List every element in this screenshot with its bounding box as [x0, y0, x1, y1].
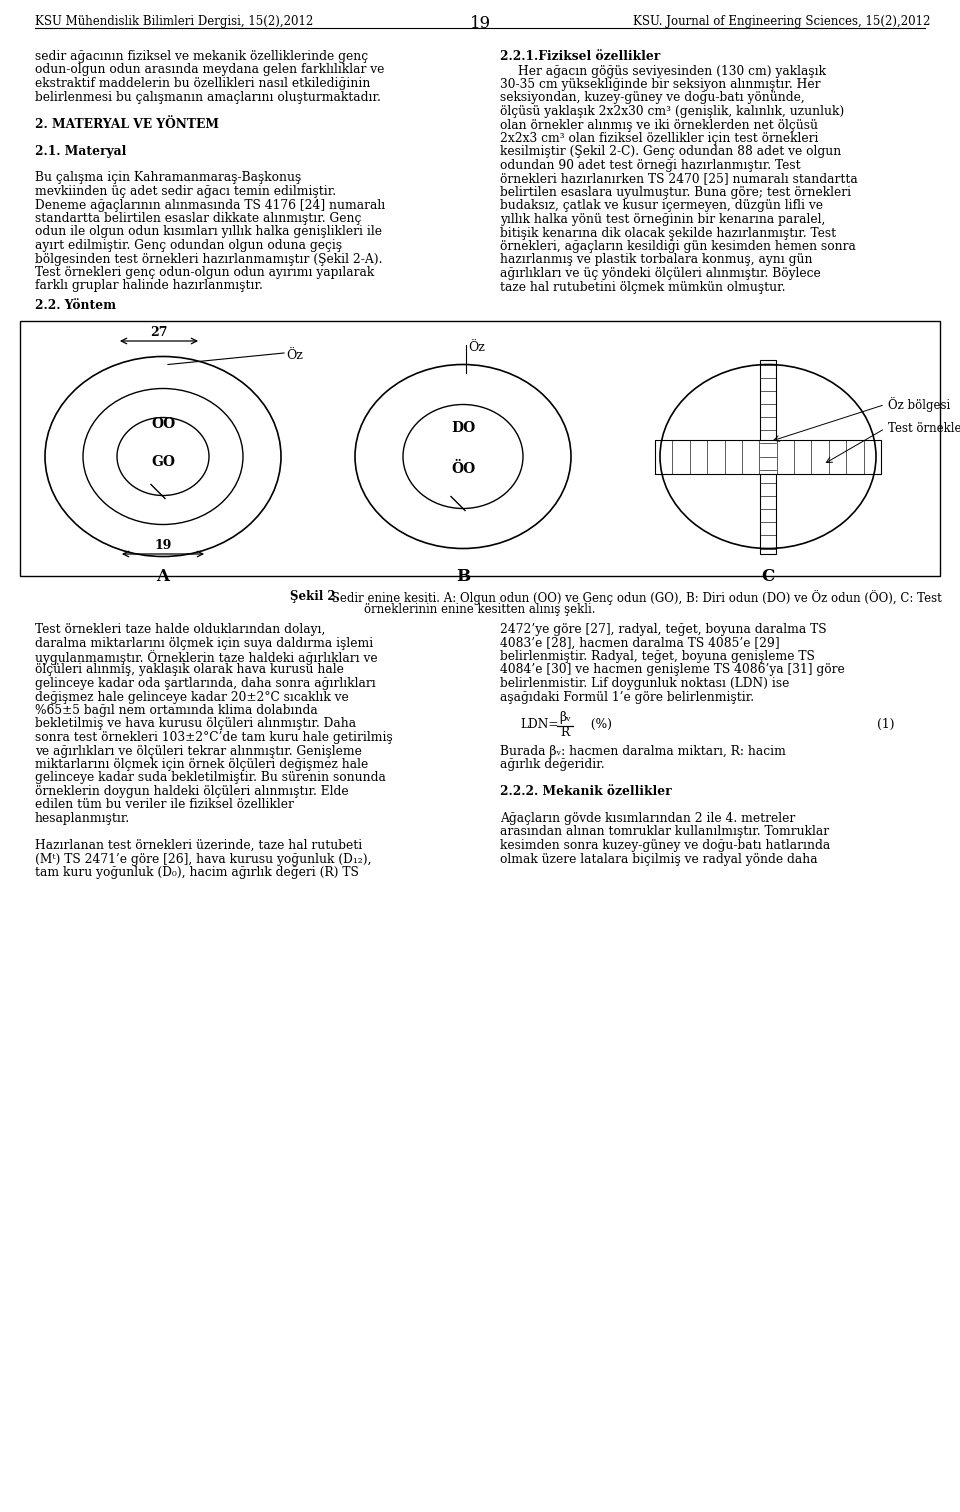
Text: edilen tüm bu veriler ile fiziksel özellikler: edilen tüm bu veriler ile fiziksel özell… — [35, 798, 294, 812]
Text: GO: GO — [151, 455, 175, 469]
Text: Sedir enine kesiti. A: Olgun odun (OO) ve Genç odun (GO), B: Diri odun (DO) ve Ö: Sedir enine kesiti. A: Olgun odun (OO) v… — [328, 590, 942, 605]
Text: 2.2.2. Mekanik özellikler: 2.2.2. Mekanik özellikler — [500, 785, 672, 798]
Text: Ağaçların gövde kısımlarından 2 ile 4. metreler: Ağaçların gövde kısımlarından 2 ile 4. m… — [500, 812, 795, 826]
Text: daralma miktarlarını ölçmek için suya daldırma işlemi: daralma miktarlarını ölçmek için suya da… — [35, 637, 373, 650]
Text: ölçüsü yaklaşık 2x2x30 cm³ (genişlik, kalınlık, uzunluk): ölçüsü yaklaşık 2x2x30 cm³ (genişlik, ka… — [500, 104, 844, 118]
Text: örnekleri, ağaçların kesildiği gün kesimden hemen sonra: örnekleri, ağaçların kesildiği gün kesim… — [500, 240, 856, 253]
Text: 2x2x3 cm³ olan fiziksel özellikler için test örnekleri: 2x2x3 cm³ olan fiziksel özellikler için … — [500, 132, 819, 145]
Text: farklı gruplar halinde hazırlanmıştır.: farklı gruplar halinde hazırlanmıştır. — [35, 280, 263, 292]
Text: bölgesinden test örnekleri hazırlanmamıştır (Şekil 2-A).: bölgesinden test örnekleri hazırlanmamış… — [35, 253, 382, 266]
Text: örneklerin doygun haldeki ölçüleri alınmıştır. Elde: örneklerin doygun haldeki ölçüleri alınm… — [35, 785, 348, 798]
Text: 27: 27 — [151, 327, 168, 339]
Bar — [760, 360, 776, 553]
Text: 4083’e [28], hacmen daralma TS 4085’e [29]: 4083’e [28], hacmen daralma TS 4085’e [2… — [500, 637, 780, 650]
Text: kesilmiştir (Şekil 2-C). Genç odundan 88 adet ve olgun: kesilmiştir (Şekil 2-C). Genç odundan 88… — [500, 145, 841, 159]
Text: Burada βᵥ: hacmen daralma miktarı, R: hacim: Burada βᵥ: hacmen daralma miktarı, R: ha… — [500, 744, 786, 758]
Text: mevkiinden üç adet sedir ağacı temin edilmiştir.: mevkiinden üç adet sedir ağacı temin edi… — [35, 184, 336, 198]
Text: gelinceye kadar suda bekletilmiştir. Bu sürenin sonunda: gelinceye kadar suda bekletilmiştir. Bu … — [35, 771, 386, 785]
Text: B: B — [456, 569, 470, 585]
Text: aşağıdaki Formül 1’e göre belirlenmiştir.: aşağıdaki Formül 1’e göre belirlenmiştir… — [500, 691, 755, 703]
Text: odundan 90 adet test örneği hazırlanmıştır. Test: odundan 90 adet test örneği hazırlanmışt… — [500, 159, 801, 172]
Text: ÖO: ÖO — [451, 461, 475, 476]
Text: bitişik kenarına dik olacak şekilde hazırlanmıştır. Test: bitişik kenarına dik olacak şekilde hazı… — [500, 227, 836, 239]
Text: LDN=: LDN= — [520, 718, 559, 730]
Text: %65±5 bağıl nem ortamında klima dolabında: %65±5 bağıl nem ortamında klima dolabınd… — [35, 705, 318, 717]
Text: 19: 19 — [155, 538, 172, 552]
Text: 4084’e [30] ve hacmen genişleme TS 4086’ya [31] göre: 4084’e [30] ve hacmen genişleme TS 4086’… — [500, 664, 845, 676]
Text: olan örnekler alınmış ve iki örneklerden net ölçüsü: olan örnekler alınmış ve iki örneklerden… — [500, 118, 818, 132]
Text: DO: DO — [451, 422, 475, 435]
Text: A: A — [156, 569, 170, 585]
Text: standartta belirtilen esaslar dikkate alınmıştır. Genç: standartta belirtilen esaslar dikkate al… — [35, 212, 361, 225]
Text: Öz: Öz — [468, 342, 485, 354]
Text: OO: OO — [151, 417, 175, 431]
Text: kesimden sonra kuzey-güney ve doğu-batı hatlarında: kesimden sonra kuzey-güney ve doğu-batı … — [500, 839, 830, 851]
Text: ölçüleri alınmış, yaklaşık olarak hava kurusu hale: ölçüleri alınmış, yaklaşık olarak hava k… — [35, 664, 344, 676]
Text: 2.2. Yöntem: 2.2. Yöntem — [35, 299, 116, 311]
Text: tam kuru yoğunluk (D₀), hacim ağırlık değeri (R) TS: tam kuru yoğunluk (D₀), hacim ağırlık de… — [35, 866, 359, 878]
Text: Öz bölgesi: Öz bölgesi — [888, 398, 950, 411]
Text: KSU. Journal of Engineering Sciences, 15(2),2012: KSU. Journal of Engineering Sciences, 15… — [633, 15, 930, 29]
Text: belirtilen esaslara uyulmuştur. Buna göre; test örnekleri: belirtilen esaslara uyulmuştur. Buna gör… — [500, 186, 852, 200]
Text: seksiyondan, kuzey-güney ve doğu-batı yönünde,: seksiyondan, kuzey-güney ve doğu-batı yö… — [500, 92, 804, 104]
Text: arasından alınan tomruklar kullanılmıştır. Tomruklar: arasından alınan tomruklar kullanılmıştı… — [500, 826, 829, 839]
Text: 30-35 cm yüksekliğinde bir seksiyon alınmıştır. Her: 30-35 cm yüksekliğinde bir seksiyon alın… — [500, 79, 821, 91]
Text: örneklerinin enine kesitten alınış şekli.: örneklerinin enine kesitten alınış şekli… — [364, 603, 596, 617]
Text: hesaplanmıştır.: hesaplanmıştır. — [35, 812, 131, 826]
Text: (Mᵗ) TS 2471’e göre [26], hava kurusu yoğunluk (D₁₂),: (Mᵗ) TS 2471’e göre [26], hava kurusu yo… — [35, 853, 372, 865]
Text: βᵥ: βᵥ — [559, 712, 571, 724]
Bar — [20, 321, 940, 576]
Text: hazırlanmış ve plastik torbalara konmuş, aynı gün: hazırlanmış ve plastik torbalara konmuş,… — [500, 254, 812, 266]
Text: taze hal rutubetini ölçmek mümkün olmuştur.: taze hal rutubetini ölçmek mümkün olmuşt… — [500, 281, 785, 293]
Text: değişmez hale gelinceye kadar 20±2°C sıcaklık ve: değişmez hale gelinceye kadar 20±2°C sıc… — [35, 691, 348, 703]
Text: belirlenmiştir. Radyal, teğet, boyuna genişleme TS: belirlenmiştir. Radyal, teğet, boyuna ge… — [500, 650, 815, 662]
Text: 2. MATERYAL VE YÖNTEM: 2. MATERYAL VE YÖNTEM — [35, 118, 219, 130]
Text: Test örnekleri genç odun-olgun odun ayırımı yapılarak: Test örnekleri genç odun-olgun odun ayır… — [35, 266, 374, 280]
Text: örnekleri hazırlanırken TS 2470 [25] numaralı standartta: örnekleri hazırlanırken TS 2470 [25] num… — [500, 172, 857, 186]
Text: gelinceye kadar oda şartlarında, daha sonra ağırlıkları: gelinceye kadar oda şartlarında, daha so… — [35, 677, 375, 689]
Text: uygulanmamıştır. Örneklerin taze haldeki ağırlıkları ve: uygulanmamıştır. Örneklerin taze haldeki… — [35, 650, 377, 665]
Text: (%): (%) — [583, 718, 612, 730]
Text: odun ile olgun odun kısımları yıllık halka genişlikleri ile: odun ile olgun odun kısımları yıllık hal… — [35, 225, 382, 239]
Text: R: R — [561, 726, 569, 739]
Text: 2472’ye göre [27], radyal, teğet, boyuna daralma TS: 2472’ye göre [27], radyal, teğet, boyuna… — [500, 623, 827, 637]
Text: belirlenmistir. Lif doygunluk noktası (LDN) ise: belirlenmistir. Lif doygunluk noktası (L… — [500, 677, 789, 689]
Text: 2.1. Materyal: 2.1. Materyal — [35, 145, 127, 157]
Text: (1): (1) — [877, 718, 895, 730]
Text: sonra test örnekleri 103±2°C’de tam kuru hale getirilmiş: sonra test örnekleri 103±2°C’de tam kuru… — [35, 730, 393, 744]
Text: Şekil 2.: Şekil 2. — [290, 590, 340, 603]
Text: odun-olgun odun arasında meydana gelen farklılıklar ve: odun-olgun odun arasında meydana gelen f… — [35, 64, 384, 77]
Text: yıllık halka yönü test örneğinin bir kenarına paralel,: yıllık halka yönü test örneğinin bir ken… — [500, 213, 826, 225]
Text: Bu çalışma için Kahramanmaraş-Başkonuş: Bu çalışma için Kahramanmaraş-Başkonuş — [35, 171, 301, 184]
Text: miktarlarını ölçmek için örnek ölçüleri değişmez hale: miktarlarını ölçmek için örnek ölçüleri … — [35, 758, 369, 771]
Text: bekletilmiş ve hava kurusu ölçüleri alınmıştır. Daha: bekletilmiş ve hava kurusu ölçüleri alın… — [35, 718, 356, 730]
Text: C: C — [761, 569, 775, 585]
Bar — [655, 440, 881, 473]
Text: 2.2.1.Fiziksel özellikler: 2.2.1.Fiziksel özellikler — [500, 50, 660, 64]
Text: Test örnekleri taze halde olduklarından dolayı,: Test örnekleri taze halde olduklarından … — [35, 623, 325, 637]
Text: ayırt edilmiştir. Genç odundan olgun oduna geçiş: ayırt edilmiştir. Genç odundan olgun odu… — [35, 239, 342, 253]
Text: budaksız, çatlak ve kusur içermeyen, düzgün lifli ve: budaksız, çatlak ve kusur içermeyen, düz… — [500, 200, 823, 213]
Text: Her ağacın göğüs seviyesinden (130 cm) yaklaşık: Her ağacın göğüs seviyesinden (130 cm) y… — [518, 65, 826, 77]
Text: Test örnekleri: Test örnekleri — [888, 422, 960, 435]
Text: KSU Mühendislik Bilimleri Dergisi, 15(2),2012: KSU Mühendislik Bilimleri Dergisi, 15(2)… — [35, 15, 313, 29]
Text: Öz: Öz — [286, 349, 302, 361]
Text: ağırlıkları ve üç yöndeki ölçüleri alınmıştır. Böylece: ağırlıkları ve üç yöndeki ölçüleri alınm… — [500, 268, 821, 280]
Text: ve ağırlıkları ve ölçüleri tekrar alınmıştır. Genişleme: ve ağırlıkları ve ölçüleri tekrar alınmı… — [35, 744, 362, 758]
Text: Deneme ağaçlarının alınmasında TS 4176 [24] numaralı: Deneme ağaçlarının alınmasında TS 4176 [… — [35, 198, 385, 212]
Text: Hazırlanan test örnekleri üzerinde, taze hal rutubeti: Hazırlanan test örnekleri üzerinde, taze… — [35, 839, 362, 851]
Text: olmak üzere latalara biçilmiş ve radyal yönde daha: olmak üzere latalara biçilmiş ve radyal … — [500, 853, 818, 865]
Text: ağırlık değeridir.: ağırlık değeridir. — [500, 758, 605, 771]
Text: 19: 19 — [469, 15, 491, 32]
Text: ekstraktif maddelerin bu özellikleri nasıl etkilediğinin: ekstraktif maddelerin bu özellikleri nas… — [35, 77, 371, 91]
Text: belirlenmesi bu çalışmanın amaçlarını oluşturmaktadır.: belirlenmesi bu çalışmanın amaçlarını ol… — [35, 91, 381, 103]
Text: sedir ağacının fiziksel ve mekanik özelliklerinde genç: sedir ağacının fiziksel ve mekanik özell… — [35, 50, 368, 64]
